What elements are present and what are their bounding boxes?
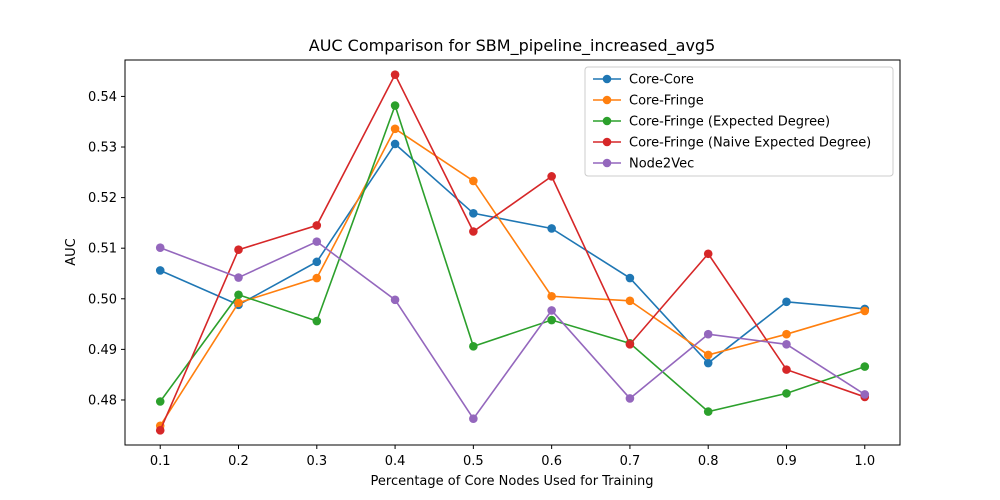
data-point [234,298,243,308]
data-point [547,172,556,181]
data-point [547,224,556,233]
data-point [703,358,713,368]
series-line [159,127,865,427]
data-point [469,208,478,218]
series-line [159,240,866,421]
data-point [312,221,322,230]
plot-content [155,70,870,435]
y-tick-label: 0.48 [88,393,117,408]
data-point [390,295,400,305]
legend: Core-Core Core-Fringe Core-Fringe (Expecte… [584,66,894,177]
data-point [782,365,791,374]
legend-marker [602,74,612,84]
series-line [159,103,866,413]
series-node2vec [155,237,870,423]
y-tick-label: 0.54 [88,90,117,105]
data-point [703,329,713,339]
data-point [625,273,635,283]
legend-marker [602,95,612,105]
series-line [159,72,866,431]
data-point [155,397,165,406]
y-tick-label: 0.50 [88,292,117,307]
legend-item: Core-Core [593,73,694,88]
data-point [625,394,635,403]
x-axis: 0.1 0.2 0.3 0.4 0.5 0.6 0.7 0.8 0.9 1.0 [150,445,875,469]
x-tick-label: 0.3 [306,454,327,469]
data-point [703,350,713,360]
data-point [469,227,478,236]
y-tick-label: 0.52 [88,191,117,206]
legend-label: Core-Core [629,73,694,88]
y-axis: 0.48 0.49 0.50 0.51 0.52 0.53 0.54 [88,90,125,408]
data-point [703,249,713,259]
data-point [155,266,165,275]
data-point [625,340,635,349]
legend-marker [602,116,612,126]
data-point [782,329,791,339]
data-point [547,315,556,325]
data-point [390,101,400,110]
x-tick-label: 0.6 [541,454,562,469]
data-point [782,340,791,349]
data-point [625,296,635,306]
data-point [390,70,400,79]
data-point [312,273,322,283]
data-point [390,124,400,134]
legend-item: Core-Fringe (Naive Expected Degree) [593,136,871,151]
data-point [782,389,791,398]
legend-box [584,66,894,177]
data-point [234,290,243,300]
x-tick-label: 0.1 [150,454,171,469]
plot-frame [124,59,901,446]
data-point [860,306,870,316]
data-point [469,342,478,351]
legend-item: Core-Fringe (Expected Degree) [593,115,830,130]
y-tick-label: 0.49 [88,343,117,358]
x-tick-label: 0.4 [385,454,406,469]
data-point [234,245,243,255]
data-point [390,139,400,149]
x-tick-label: 0.2 [228,454,249,469]
data-point [469,176,478,186]
data-point [860,390,870,399]
x-tick-label: 0.7 [620,454,641,469]
legend-marker [602,158,612,168]
data-point [782,297,791,307]
legend-item: Core-Fringe [593,94,704,109]
legend-label: Core-Fringe [629,94,704,109]
chart-title: AUC Comparison for SBM_pipeline_increase… [309,36,716,56]
series-line [159,142,865,365]
legend-label: Core-Fringe (Naive Expected Degree) [629,136,871,151]
data-point [312,257,322,267]
data-point [860,362,870,371]
data-point [155,243,165,252]
data-point [312,316,322,326]
legend-marker [602,137,612,147]
legend-label: Node2Vec [629,157,694,172]
x-tick-label: 1.0 [854,454,875,469]
y-tick-label: 0.51 [88,242,117,257]
data-point [312,237,322,246]
series-core-core [155,139,870,368]
legend-label: Core-Fringe (Expected Degree) [629,115,830,130]
x-tick-label: 0.8 [698,454,719,469]
data-point [703,407,713,416]
y-tick-label: 0.53 [88,141,117,156]
data-point [234,273,243,282]
x-axis-label: Percentage of Core Nodes Used for Traini… [371,474,654,489]
y-axis-label: AUC [64,238,79,266]
data-point [547,306,556,315]
legend-item: Node2Vec [593,157,694,172]
data-point [155,426,165,435]
data-point [469,414,478,423]
x-tick-label: 0.9 [776,454,797,469]
x-tick-label: 0.5 [463,454,484,469]
data-point [547,291,556,301]
